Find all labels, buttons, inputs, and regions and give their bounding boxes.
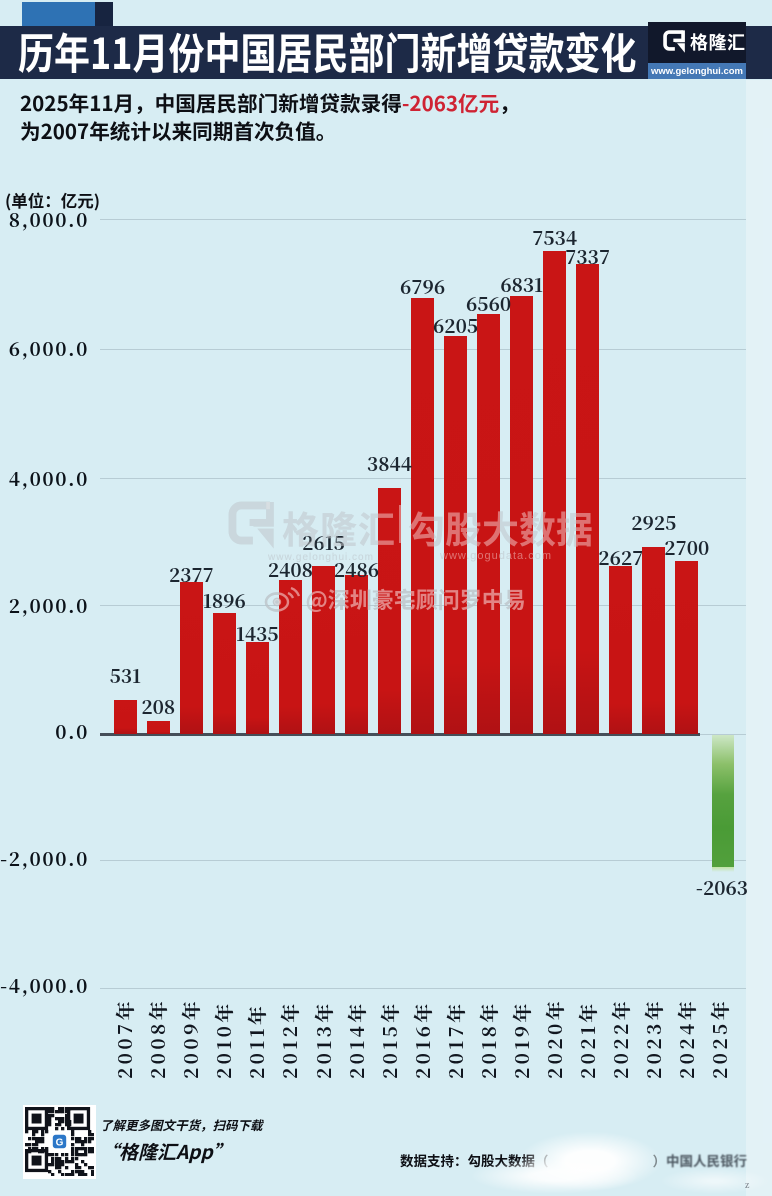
svg-text:G: G <box>56 1137 64 1148</box>
